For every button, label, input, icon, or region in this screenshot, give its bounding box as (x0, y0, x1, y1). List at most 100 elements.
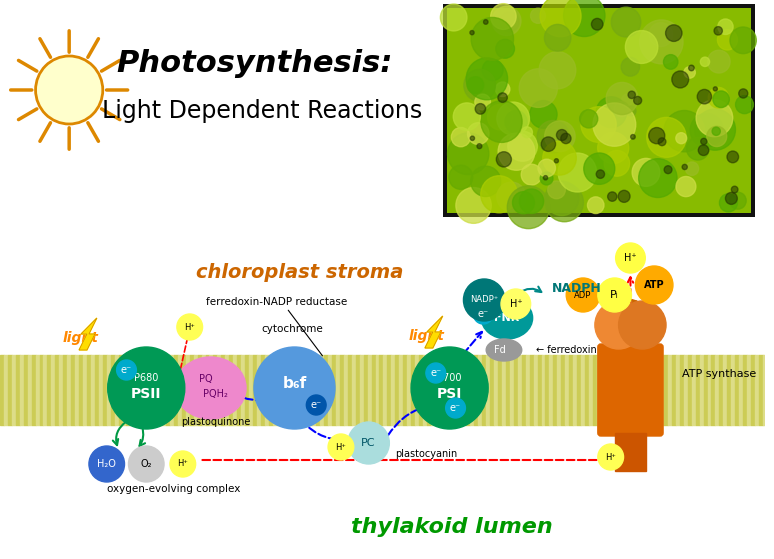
Bar (186, 355, 190, 425)
Circle shape (521, 164, 542, 185)
Circle shape (471, 136, 474, 140)
Circle shape (548, 181, 565, 199)
Text: ADP: ADP (574, 291, 591, 300)
Circle shape (608, 192, 617, 201)
Circle shape (544, 25, 571, 51)
Text: Fd: Fd (494, 345, 506, 355)
Bar (447, 355, 450, 425)
Bar (447, 8, 751, 213)
Circle shape (488, 105, 512, 130)
Bar (482, 355, 486, 425)
Bar (194, 355, 197, 425)
Circle shape (498, 133, 535, 170)
Circle shape (676, 177, 696, 197)
Circle shape (466, 58, 508, 100)
Circle shape (729, 192, 746, 209)
Bar (719, 355, 724, 425)
Circle shape (177, 314, 203, 340)
Bar (632, 355, 636, 425)
Bar (312, 355, 317, 425)
Bar (320, 355, 324, 425)
Circle shape (474, 304, 493, 324)
Bar (217, 355, 221, 425)
Text: NADPH: NADPH (551, 282, 601, 295)
Bar (399, 355, 403, 425)
Bar (328, 355, 332, 425)
Bar (135, 355, 139, 425)
Bar (581, 355, 585, 425)
Bar (87, 355, 91, 425)
Text: H⁺: H⁺ (184, 323, 195, 331)
Circle shape (707, 50, 730, 73)
Bar (542, 355, 546, 425)
Circle shape (505, 111, 527, 133)
Bar (289, 355, 293, 425)
Bar (683, 355, 688, 425)
Circle shape (481, 176, 517, 213)
Bar (435, 355, 439, 425)
Bar (368, 355, 372, 425)
Bar (296, 355, 300, 425)
Bar (158, 355, 162, 425)
Bar (375, 355, 379, 425)
Text: ATP: ATP (644, 280, 665, 290)
Circle shape (584, 153, 615, 184)
Text: FNR: FNR (495, 313, 519, 323)
Bar (261, 355, 265, 425)
Circle shape (618, 190, 630, 202)
Bar (75, 355, 79, 425)
Circle shape (464, 69, 495, 101)
Circle shape (491, 4, 516, 30)
Bar (28, 355, 32, 425)
Circle shape (606, 82, 638, 115)
Bar (573, 355, 577, 425)
Circle shape (700, 57, 710, 67)
Bar (731, 355, 735, 425)
Circle shape (687, 138, 709, 160)
Bar (724, 355, 728, 425)
Bar (668, 355, 672, 425)
Bar (392, 355, 396, 425)
Bar (755, 355, 759, 425)
Bar (728, 355, 731, 425)
Bar (615, 433, 646, 471)
Bar (715, 355, 719, 425)
Circle shape (666, 25, 682, 41)
Bar (150, 355, 154, 425)
Bar (71, 355, 75, 425)
Bar (352, 355, 356, 425)
Text: PSI: PSI (437, 387, 462, 401)
Bar (604, 355, 608, 425)
Circle shape (700, 138, 707, 145)
Circle shape (591, 18, 603, 30)
Bar (60, 355, 63, 425)
Bar (317, 355, 320, 425)
Circle shape (596, 170, 604, 178)
Circle shape (543, 141, 577, 175)
Bar (39, 355, 43, 425)
Circle shape (598, 278, 632, 312)
Bar (664, 355, 668, 425)
Circle shape (474, 94, 491, 110)
Bar (589, 355, 593, 425)
Text: oxygen-evolving complex: oxygen-evolving complex (107, 484, 240, 494)
Bar (4, 355, 8, 425)
Circle shape (649, 23, 673, 46)
Bar (372, 355, 375, 425)
Bar (201, 355, 206, 425)
Circle shape (545, 181, 579, 216)
Bar (131, 355, 135, 425)
Circle shape (477, 144, 482, 149)
Ellipse shape (486, 339, 522, 361)
Circle shape (451, 127, 471, 147)
Bar (241, 355, 245, 425)
Bar (692, 355, 696, 425)
Circle shape (545, 121, 575, 151)
Circle shape (631, 135, 635, 139)
Text: light: light (62, 331, 98, 345)
Circle shape (686, 162, 699, 176)
Circle shape (735, 96, 753, 113)
Circle shape (471, 166, 501, 197)
Circle shape (634, 96, 642, 105)
Bar (308, 355, 312, 425)
